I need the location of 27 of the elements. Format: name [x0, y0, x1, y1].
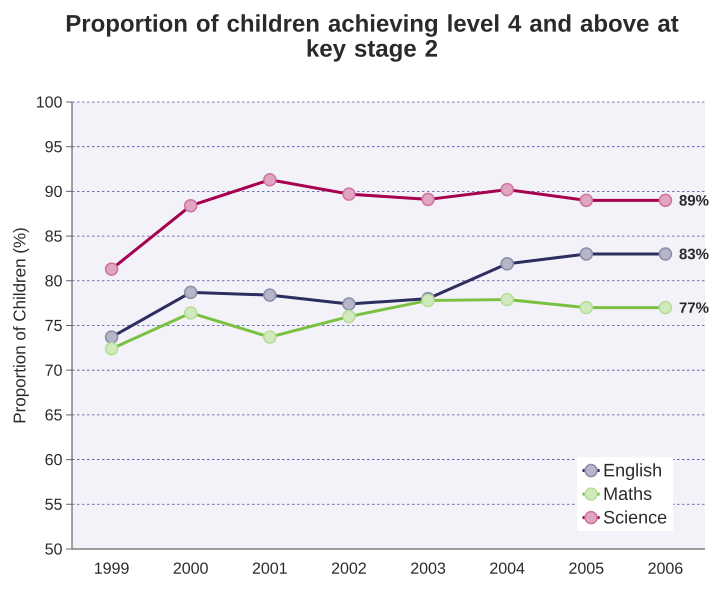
- y-tick-label: 80: [45, 275, 62, 286]
- x-tick-label: 2002: [332, 562, 366, 574]
- y-tick-label: 50: [45, 543, 62, 555]
- legend-label: English: [604, 463, 661, 480]
- x-tick-label: 2000: [174, 562, 208, 574]
- x-tick-label: 2006: [648, 562, 683, 574]
- x-tick-label: 2005: [569, 562, 604, 574]
- chart-title: Proportion of children achieving level 4 and above at key stage 2: [66, 14, 678, 62]
- legend-label: Science: [604, 510, 666, 524]
- data-label: 83%: [679, 248, 709, 260]
- data-label: 77%: [680, 302, 709, 313]
- data-label: 89%: [679, 195, 709, 206]
- y-tick-label: 70: [45, 364, 62, 376]
- y-tick-label: 65: [45, 409, 62, 421]
- x-tick-label: 2004: [490, 562, 524, 574]
- y-tick-label: 60: [45, 454, 62, 466]
- y-tick-label: 85: [45, 230, 62, 242]
- y-axis-title: Proportion of Children (%): [13, 228, 29, 422]
- y-tick-label: 100: [37, 96, 62, 108]
- y-tick-label: 75: [45, 320, 62, 332]
- y-tick-label: 90: [45, 186, 62, 198]
- y-tick-label: 55: [45, 498, 62, 510]
- x-tick-label: 2001: [252, 562, 287, 574]
- x-tick-label: 2003: [411, 562, 446, 574]
- y-tick-label: 95: [45, 141, 62, 152]
- legend-label: Maths: [604, 486, 652, 500]
- x-tick-label: 1999: [94, 562, 129, 574]
